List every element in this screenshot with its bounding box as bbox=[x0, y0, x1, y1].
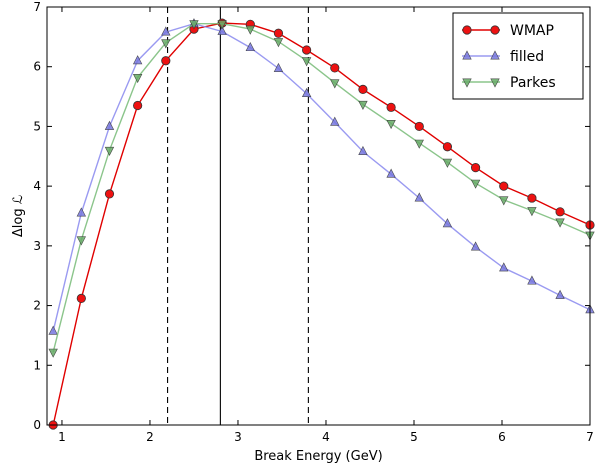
x-tick-label: 3 bbox=[234, 430, 242, 444]
data-point-parkes bbox=[442, 158, 453, 168]
series-parkes bbox=[48, 20, 595, 358]
legend-marker-filled bbox=[490, 50, 500, 60]
data-point-parkes bbox=[132, 74, 143, 84]
x-tick-label: 1 bbox=[58, 430, 66, 444]
x-tick-label: 7 bbox=[586, 430, 594, 444]
data-point-filled bbox=[217, 25, 227, 35]
data-point-parkes bbox=[301, 57, 312, 67]
data-point-wmap bbox=[104, 189, 115, 199]
data-point-parkes bbox=[273, 38, 284, 48]
data-point-wmap bbox=[499, 181, 509, 191]
series-line-parkes bbox=[52, 23, 591, 353]
legend-marker-wmap bbox=[462, 25, 472, 35]
y-tick-label: 0 bbox=[33, 418, 41, 432]
data-point-parkes bbox=[527, 207, 537, 217]
data-point-parkes bbox=[358, 100, 368, 110]
data-point-filled bbox=[245, 41, 255, 52]
data-point-parkes bbox=[470, 179, 481, 189]
data-point-filled bbox=[442, 218, 453, 228]
data-point-parkes bbox=[104, 146, 115, 156]
x-tick-label: 4 bbox=[322, 430, 330, 444]
data-point-wmap bbox=[358, 84, 368, 95]
data-point-filled bbox=[470, 241, 481, 251]
data-point-filled bbox=[527, 275, 537, 285]
x-axis-label: Break Energy (GeV) bbox=[254, 449, 382, 464]
y-tick-label: 5 bbox=[33, 119, 41, 133]
legend-label-wmap: WMAP bbox=[510, 23, 554, 39]
legend-marker-wmap bbox=[490, 25, 500, 35]
data-point-filled bbox=[358, 145, 368, 155]
data-point-filled bbox=[499, 262, 509, 272]
data-point-wmap bbox=[273, 28, 284, 38]
data-point-wmap bbox=[302, 45, 312, 55]
y-tick-label: 3 bbox=[33, 239, 41, 253]
data-point-parkes bbox=[386, 119, 396, 130]
data-point-parkes bbox=[161, 39, 171, 49]
y-tick-label: 7 bbox=[33, 0, 41, 14]
data-point-parkes bbox=[414, 139, 424, 149]
legend-label-filled: filled bbox=[510, 49, 544, 65]
data-point-filled bbox=[414, 192, 424, 202]
x-tick-label: 6 bbox=[498, 430, 506, 444]
data-point-wmap bbox=[76, 293, 86, 304]
data-point-parkes bbox=[189, 20, 199, 30]
data-point-filled bbox=[76, 207, 87, 217]
y-tick-label: 1 bbox=[33, 358, 41, 372]
legend-marker-parkes bbox=[462, 78, 472, 88]
y-tick-label: 2 bbox=[33, 299, 41, 313]
legend-marker-filled bbox=[462, 50, 472, 60]
data-point-filled bbox=[386, 168, 396, 178]
data-point-wmap bbox=[470, 163, 481, 173]
data-point-filled bbox=[161, 26, 171, 36]
data-point-parkes bbox=[48, 348, 58, 358]
series-line-wmap bbox=[52, 22, 591, 426]
x-tick-label: 2 bbox=[146, 430, 154, 444]
legend: WMAP filled Parkes bbox=[452, 12, 584, 100]
data-point-wmap bbox=[527, 193, 537, 203]
axis-ticks: 1 2 3 4 5 6 7 0 1 2 3 4 5 6 7 bbox=[33, 0, 593, 444]
data-point-filled bbox=[104, 120, 115, 130]
data-point-wmap bbox=[442, 142, 453, 152]
data-point-parkes bbox=[245, 25, 255, 35]
data-point-parkes bbox=[555, 218, 565, 228]
data-point-filled bbox=[330, 116, 340, 126]
data-point-wmap bbox=[330, 63, 340, 73]
data-point-parkes bbox=[499, 196, 509, 206]
data-point-filled bbox=[301, 87, 312, 98]
data-point-wmap bbox=[386, 102, 396, 112]
y-axis-label: Δlog ℒ bbox=[11, 195, 26, 237]
series-line-filled bbox=[52, 22, 591, 332]
data-point-filled bbox=[48, 325, 58, 335]
series-layer bbox=[48, 18, 595, 430]
data-point-wmap bbox=[161, 56, 171, 66]
data-point-wmap bbox=[133, 100, 143, 111]
data-point-filled bbox=[555, 289, 565, 299]
plot-frame bbox=[46, 6, 591, 426]
reference-lines bbox=[167, 7, 309, 425]
legend-marker-parkes bbox=[490, 78, 500, 88]
data-point-filled bbox=[132, 55, 143, 65]
data-point-parkes bbox=[76, 236, 87, 246]
y-tick-label: 6 bbox=[33, 60, 41, 74]
data-point-parkes bbox=[217, 20, 227, 30]
legend-label-parkes: Parkes bbox=[510, 75, 556, 91]
data-point-wmap bbox=[414, 121, 424, 132]
data-point-wmap bbox=[555, 207, 565, 217]
x-tick-label: 5 bbox=[410, 430, 418, 444]
y-tick-label: 4 bbox=[33, 179, 41, 193]
data-point-parkes bbox=[330, 79, 340, 89]
data-point-filled bbox=[273, 62, 284, 72]
